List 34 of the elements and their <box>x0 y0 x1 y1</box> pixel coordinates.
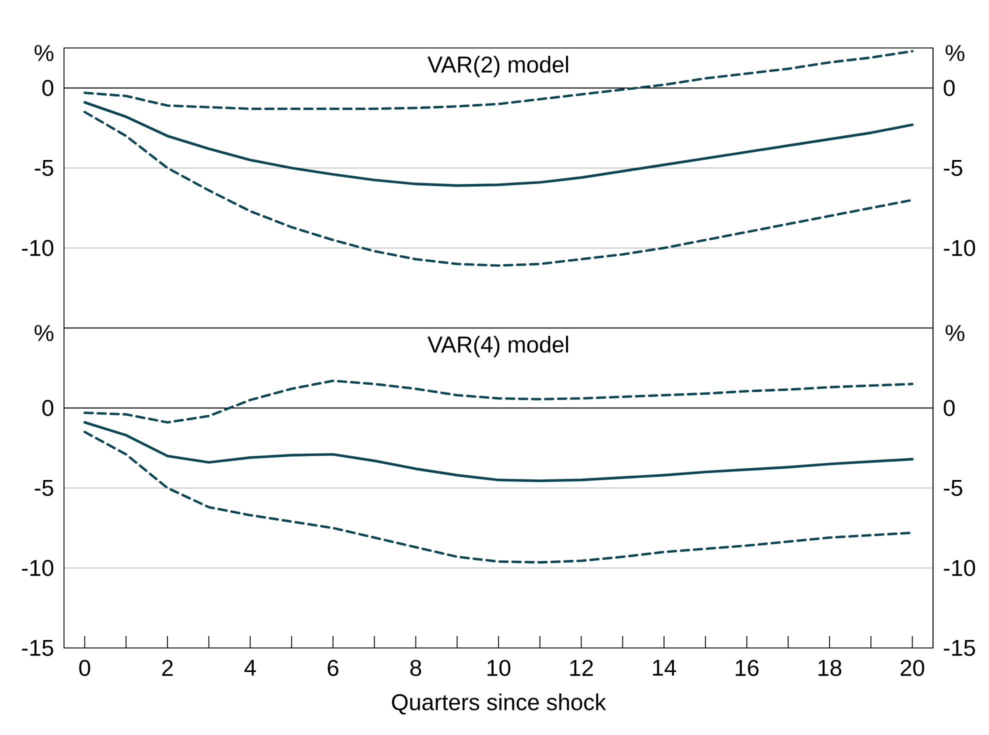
x-tick-label: 14 <box>653 660 676 676</box>
y-tick-label: -5 <box>34 160 54 176</box>
x-tick-label: 18 <box>818 660 842 676</box>
y-axis-title: % <box>34 324 54 342</box>
y-tick-label: -10 <box>22 240 54 256</box>
y2-tick-label: -5 <box>944 160 962 176</box>
x-tick-label: 4 <box>244 660 256 676</box>
x-tick-label: 2 <box>162 660 173 676</box>
y2-axis-title: % <box>946 324 964 342</box>
y-tick-label: 0 <box>42 400 54 416</box>
y-axis-title: % <box>34 44 54 62</box>
y-tick-label: -15 <box>22 640 54 656</box>
x-tick-label: 20 <box>900 660 924 676</box>
y2-tick-label: -15 <box>944 640 975 656</box>
y-tick-label: 0 <box>42 80 54 96</box>
y2-tick-label: -10 <box>944 240 976 256</box>
y2-tick-label: -5 <box>944 480 962 496</box>
x-tick-label: 8 <box>410 660 422 676</box>
line-series <box>84 380 914 424</box>
x-tick-label: 12 <box>570 660 593 676</box>
x-tick-label: 10 <box>488 660 510 676</box>
x-tick-label: 6 <box>328 660 338 676</box>
y-tick-label: -10 <box>22 560 54 576</box>
chart-title: VAR(2) model <box>428 56 568 78</box>
x-tick-label: 0 <box>79 660 90 676</box>
y2-tick-label: -10 <box>944 560 976 576</box>
y2-axis-title: % <box>946 44 964 62</box>
chart-title: VAR(4) model <box>428 336 568 358</box>
y2-tick-label: 0 <box>944 400 955 416</box>
y2-tick-label: 0 <box>944 80 955 96</box>
y-tick-label: -5 <box>34 480 54 496</box>
x-axis-title: Quarters since shock <box>392 694 606 714</box>
x-tick-label: 16 <box>736 660 759 676</box>
line-series <box>83 421 914 482</box>
